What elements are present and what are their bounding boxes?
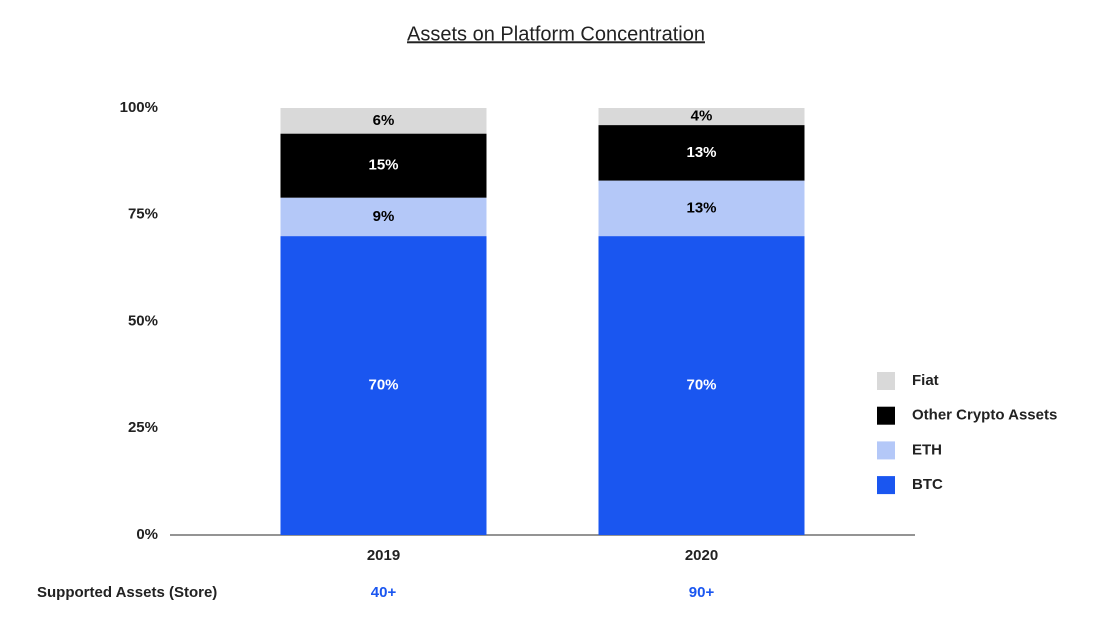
bar-segment	[598, 125, 805, 181]
supported-assets-value: 40+	[371, 584, 397, 601]
supported-assets-value: 90+	[689, 584, 715, 601]
legend-swatch	[877, 406, 895, 425]
value-label: 4%	[691, 108, 713, 125]
legend-swatch	[877, 476, 895, 495]
y-tick-label: 0%	[136, 526, 158, 543]
chart-title: Assets on Platform Concentration	[407, 23, 705, 45]
x-tick-label: 2019	[367, 547, 400, 564]
legend-swatch	[877, 441, 895, 460]
value-label: 70%	[368, 377, 398, 394]
y-tick-label: 25%	[128, 419, 158, 436]
legend-label: BTC	[912, 476, 943, 493]
bar-segment	[598, 180, 805, 237]
supported-assets-label: Supported Assets (Store)	[37, 584, 217, 601]
legend-label: Other Crypto Assets	[912, 407, 1057, 424]
legend-label: ETH	[912, 441, 942, 458]
value-label: 13%	[686, 144, 716, 161]
value-label: 70%	[686, 377, 716, 394]
bar-segment	[280, 133, 487, 198]
bar-segment	[280, 197, 487, 237]
legend-swatch	[877, 372, 895, 390]
y-tick-label: 75%	[128, 206, 158, 223]
bar-segment	[280, 236, 487, 535]
y-tick-label: 50%	[128, 312, 158, 329]
bar-segment	[280, 108, 487, 134]
legend-label: Fiat	[912, 372, 939, 389]
bar-segment	[598, 108, 805, 126]
bar-segment	[598, 236, 805, 535]
x-tick-label: 2020	[685, 547, 718, 564]
value-label: 9%	[373, 208, 395, 225]
value-label: 13%	[686, 199, 716, 216]
y-tick-label: 100%	[120, 99, 158, 116]
value-label: 6%	[373, 112, 395, 129]
value-label: 15%	[368, 157, 398, 174]
